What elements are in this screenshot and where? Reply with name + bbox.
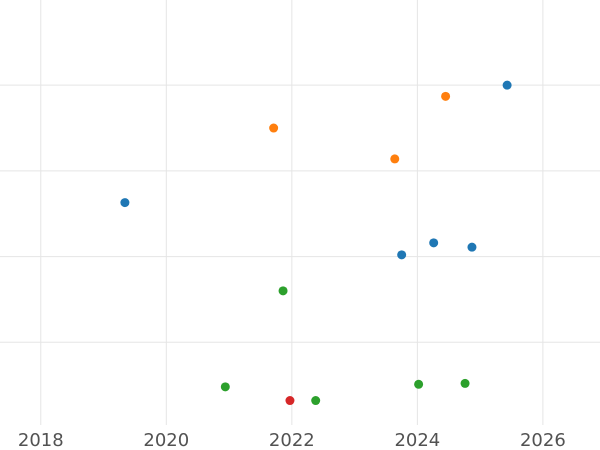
data-point-series-green [220,382,230,392]
x-tick-label: 2024 [394,430,440,450]
data-point-series-blue [429,238,439,248]
x-tick-label: 2020 [143,430,189,450]
data-point-series-red [285,396,295,406]
data-point-series-orange [269,123,279,133]
data-point-series-orange [390,154,400,164]
data-point-series-green [460,378,470,388]
data-point-series-orange [441,91,451,101]
data-point-series-green [414,379,424,389]
x-tick-label: 2026 [520,430,566,450]
x-tick-label: 2022 [269,430,315,450]
data-point-series-blue [502,80,512,90]
x-tick-label: 2018 [18,430,64,450]
data-point-series-blue [120,198,130,208]
data-point-series-green [311,396,321,406]
data-point-series-blue [467,242,477,252]
data-point-series-blue [397,250,407,260]
data-point-series-green [278,286,288,296]
